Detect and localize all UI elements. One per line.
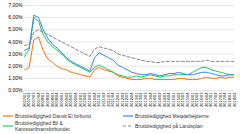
svg-text:2015/01: 2015/01 [171, 92, 177, 107]
svg-text:2014/04: 2014/04 [166, 92, 172, 107]
svg-text:2017/02: 2017/02 [213, 92, 219, 107]
svg-text:2017/01: 2017/01 [208, 92, 214, 107]
svg-text:2008/03: 2008/03 [49, 92, 55, 107]
svg-text:2012/02: 2012/02 [119, 92, 125, 107]
svg-text:6,00%: 6,00% [8, 14, 23, 20]
svg-text:2016/04: 2016/04 [203, 92, 209, 107]
svg-text:2017/03: 2017/03 [217, 92, 223, 107]
svg-text:2009/02: 2009/02 [63, 92, 69, 107]
svg-text:2012/03: 2012/03 [124, 92, 130, 107]
svg-text:2017/04: 2017/04 [222, 92, 228, 107]
svg-text:2011/04: 2011/04 [110, 92, 116, 107]
svg-text:2007/03: 2007/03 [31, 92, 37, 107]
svg-text:2011/03: 2011/03 [105, 92, 111, 107]
svg-text:2009/03: 2009/03 [68, 92, 74, 107]
svg-text:2010/03: 2010/03 [87, 92, 93, 107]
svg-text:2014/03: 2014/03 [161, 92, 167, 107]
svg-text:2011/02: 2011/02 [101, 92, 107, 107]
svg-text:3,00%: 3,00% [8, 51, 23, 57]
svg-text:2015/03: 2015/03 [180, 92, 186, 107]
svg-text:2009/04: 2009/04 [73, 92, 79, 107]
svg-text:5,00%: 5,00% [8, 26, 23, 32]
html-text:Bruttoledigighed Metalarbejder: Bruttoledigighed Metalarbejderne [135, 113, 209, 119]
svg-text:7,00%: 7,00% [8, 2, 23, 8]
svg-text:2018/02: 2018/02 [232, 92, 237, 107]
svg-text:2009/01: 2009/01 [59, 92, 65, 107]
html-text:Bruttoledigighed Bil & Karosse: Bruttoledigighed Bil & Karosseribransfor… [15, 120, 70, 132]
svg-text:2012/01: 2012/01 [115, 92, 121, 107]
svg-text:2013/02: 2013/02 [138, 92, 144, 107]
svg-text:2016/03: 2016/03 [199, 92, 205, 107]
svg-text:2015/04: 2015/04 [185, 92, 191, 107]
html-text:Bruttoledigighed Dansk El forb: Bruttoledigighed Dansk El forbund [15, 113, 91, 119]
svg-text:2011/01: 2011/01 [96, 92, 102, 107]
svg-text:2014/01: 2014/01 [152, 92, 158, 107]
svg-text:2,00%: 2,00% [8, 63, 23, 69]
svg-text:2018/01: 2018/01 [227, 92, 233, 107]
svg-text:2008/01: 2008/01 [40, 92, 46, 107]
svg-text:2007/04: 2007/04 [35, 92, 41, 107]
svg-text:2010/02: 2010/02 [82, 92, 88, 107]
svg-text:2014/02: 2014/02 [157, 92, 163, 107]
svg-text:2016/02: 2016/02 [194, 92, 200, 107]
svg-text:1,00%: 1,00% [8, 75, 23, 81]
svg-text:2010/01: 2010/01 [77, 92, 83, 107]
svg-text:2013/01: 2013/01 [133, 92, 139, 107]
svg-text:2016/01: 2016/01 [189, 92, 195, 107]
svg-text:2015/02: 2015/02 [175, 92, 181, 107]
svg-text:2007/02: 2007/02 [26, 92, 32, 107]
svg-text:2013/04: 2013/04 [147, 92, 153, 107]
svg-text:2007/01: 2007/01 [21, 92, 27, 107]
svg-text:2013/03: 2013/03 [143, 92, 149, 107]
svg-text:4,00%: 4,00% [8, 39, 23, 45]
html-text:Bruttoledigighed på Landsplan: Bruttoledigighed på Landsplan [135, 123, 203, 129]
svg-text:2008/04: 2008/04 [54, 92, 60, 107]
svg-text:2010/04: 2010/04 [91, 92, 97, 107]
svg-text:0,00%: 0,00% [8, 87, 23, 93]
svg-text:2008/02: 2008/02 [45, 92, 51, 107]
svg-text:2012/04: 2012/04 [129, 92, 135, 107]
